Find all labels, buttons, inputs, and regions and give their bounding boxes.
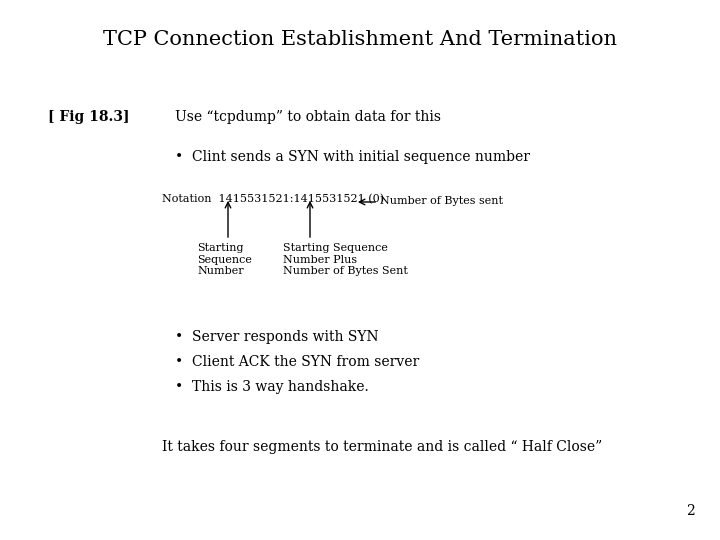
Text: •  Clint sends a SYN with initial sequence number: • Clint sends a SYN with initial sequenc… xyxy=(175,150,530,164)
Text: 2: 2 xyxy=(686,504,695,518)
Text: •  Client ACK the SYN from server: • Client ACK the SYN from server xyxy=(175,355,419,369)
Text: Number of Bytes sent: Number of Bytes sent xyxy=(380,196,503,206)
Text: Use “tcpdump” to obtain data for this: Use “tcpdump” to obtain data for this xyxy=(175,110,441,124)
Text: Starting
Sequence
Number: Starting Sequence Number xyxy=(197,243,252,276)
Text: Notation  1415531521:1415531521 (0): Notation 1415531521:1415531521 (0) xyxy=(162,194,384,204)
Text: •  Server responds with SYN: • Server responds with SYN xyxy=(175,330,379,344)
Text: •  This is 3 way handshake.: • This is 3 way handshake. xyxy=(175,380,369,394)
Text: Starting Sequence
Number Plus
Number of Bytes Sent: Starting Sequence Number Plus Number of … xyxy=(283,243,408,276)
Text: TCP Connection Establishment And Termination: TCP Connection Establishment And Termina… xyxy=(103,30,617,49)
Text: It takes four segments to terminate and is called “ Half Close”: It takes four segments to terminate and … xyxy=(162,440,602,454)
Text: [ Fig 18.3]: [ Fig 18.3] xyxy=(48,110,130,124)
